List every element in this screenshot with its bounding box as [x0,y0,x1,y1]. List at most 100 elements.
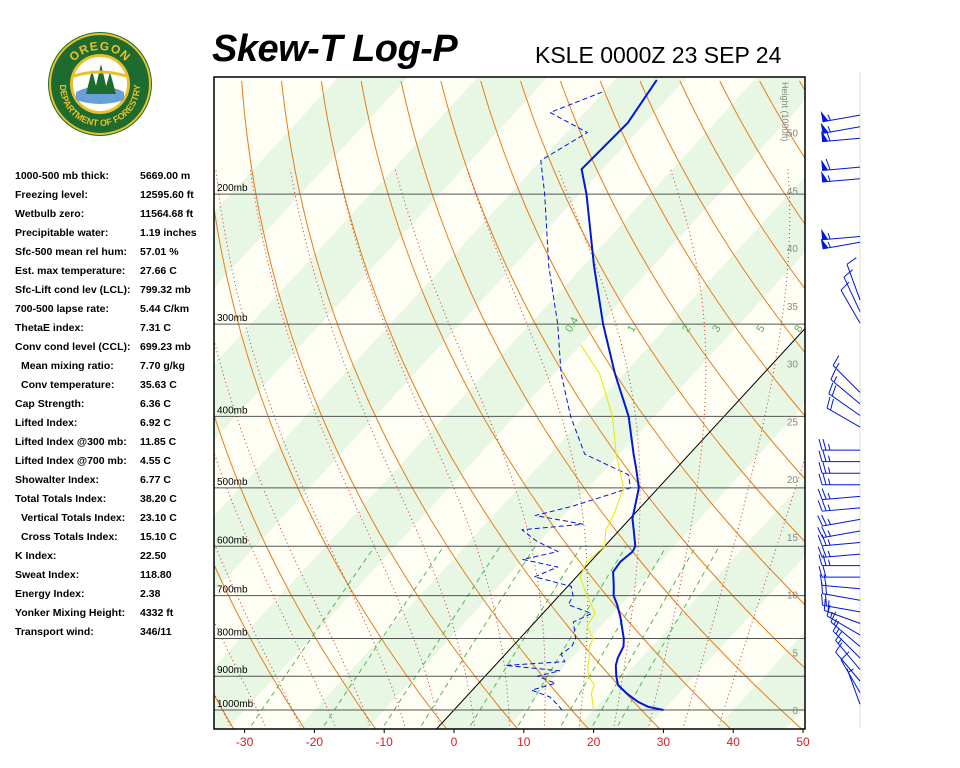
isotherm-band [296,176,805,729]
index-value: 118.80 [140,569,172,581]
wind-barb [820,122,861,134]
dry-adiabat [639,80,805,354]
height-tick-label: 20 [787,475,799,486]
mixing-ratio-line [250,546,376,726]
dry-adiabat [919,81,960,729]
dry-adiabat [214,413,377,729]
wind-barb-half [827,530,831,537]
index-value: 12595.60 ft [140,189,194,201]
mixing-ratio-line [383,546,501,726]
wind-barb-full [819,574,823,586]
index-row: Vertical Totals Index: 23.10 C [15,512,215,531]
dry-adiabat [320,80,661,729]
index-label: Total Totals Index: [15,493,107,505]
index-value: 27.66 C [140,265,177,277]
index-row: Energy Index: 2.38 [15,588,215,607]
wind-barb [832,355,861,393]
wind-barb [843,269,861,312]
index-label: Wetbulb zero: [15,208,85,220]
wind-barb [817,534,861,547]
index-value: 799.32 mb [140,284,191,296]
index-label: Precipitable water: [15,227,109,239]
dry-adiabat [520,80,805,543]
wind-barb-full [831,385,837,397]
index-value: 11564.68 ft [140,208,194,220]
index-label: Showalter Index: [15,474,100,486]
height-tick-label: 35 [787,302,799,313]
index-row: Lifted Index: 6.92 C [15,417,215,436]
wind-barb-half [827,550,831,557]
index-row: Total Totals Index: 38.20 C [15,493,215,512]
wind-barb-full [818,566,823,578]
index-row: Wetbulb zero: 11564.68 ft [15,208,215,227]
dewpoint-profile [505,90,631,711]
wind-barb-full [821,593,824,606]
index-value: 11.85 C [140,436,177,448]
wind-barb-full [818,554,823,566]
wind-barb-full [818,462,823,474]
wind-barb-full [818,438,823,451]
wind-barb-half [827,492,831,500]
moist-adiabat [214,451,336,726]
index-value: 15.10 C [140,531,177,543]
wind-barb-staff [822,553,861,558]
wind-barb [818,473,860,486]
index-row: Sweat Index: 118.80 [15,569,215,588]
wind-barb-full [821,488,827,500]
height-tick-label: 40 [787,244,799,255]
moist-adiabat [683,169,791,726]
wind-barb-staff [822,584,861,590]
wind-barb [821,228,861,241]
dry-adiabat [214,204,448,729]
wind-barb-full [840,651,850,661]
mixing-ratio-line [517,546,627,726]
mixing-ratio-label: 3 [710,323,723,334]
index-row: Transport wind: 346/11 [15,626,215,645]
index-row: ThetaE index: 7.31 C [15,322,215,341]
wind-barb [830,368,861,405]
wind-barb-full [830,611,837,623]
dry-adiabat [360,80,732,729]
mixing-ratio-line [592,546,697,726]
height-tick-label: 25 [787,417,799,428]
index-value: 2.38 [140,588,161,600]
wind-barb-full [822,438,827,451]
wind-barb-full [835,642,843,653]
wind-barb-staff [822,530,861,539]
isotherm-band [855,77,960,729]
wind-barb-staff [822,137,861,143]
oregon-forestry-logo: OREGON DEPARTMENT OF FORESTRY [48,32,152,136]
isobar-label: 900mb [217,665,248,676]
wind-barb-staff [832,365,861,393]
index-label: Lifted Index @300 mb: [15,436,127,448]
wind-barb [830,611,861,647]
wind-barb-full [817,534,823,547]
mixing-ratio-label: 1 [625,323,638,334]
isotherm-band [214,77,548,440]
wind-barb-staff [824,609,861,624]
wind-barb-flag [821,228,829,240]
isobar-label: 300mb [217,313,248,324]
chart-title: Skew-T Log-P [212,28,458,70]
dry-adiabat [214,693,235,729]
wind-barb [820,110,861,123]
moist-adiabat [557,169,641,726]
isobar-label: 700mb [217,585,248,596]
isobar-label: 800mb [217,627,248,638]
index-label: Sfc-Lift cond lev (LCL): [15,284,131,296]
moist-adiabat [214,541,301,726]
wind-barb-flag [820,122,829,134]
height-tick-label: 5 [792,648,798,659]
wind-barb-half [835,362,840,369]
wind-barb [821,582,861,601]
wind-barb [840,651,861,693]
x-tick-label: -30 [236,735,254,749]
wind-barb-staff [835,651,861,682]
index-row: Cross Totals Index: 15.10 C [15,531,215,550]
wind-barb [818,566,860,578]
wind-barb-staff [840,289,861,324]
mixing-ratio-label: 8 [792,323,805,334]
wind-barb-flag [821,171,829,183]
wind-barb-staff [822,114,861,123]
